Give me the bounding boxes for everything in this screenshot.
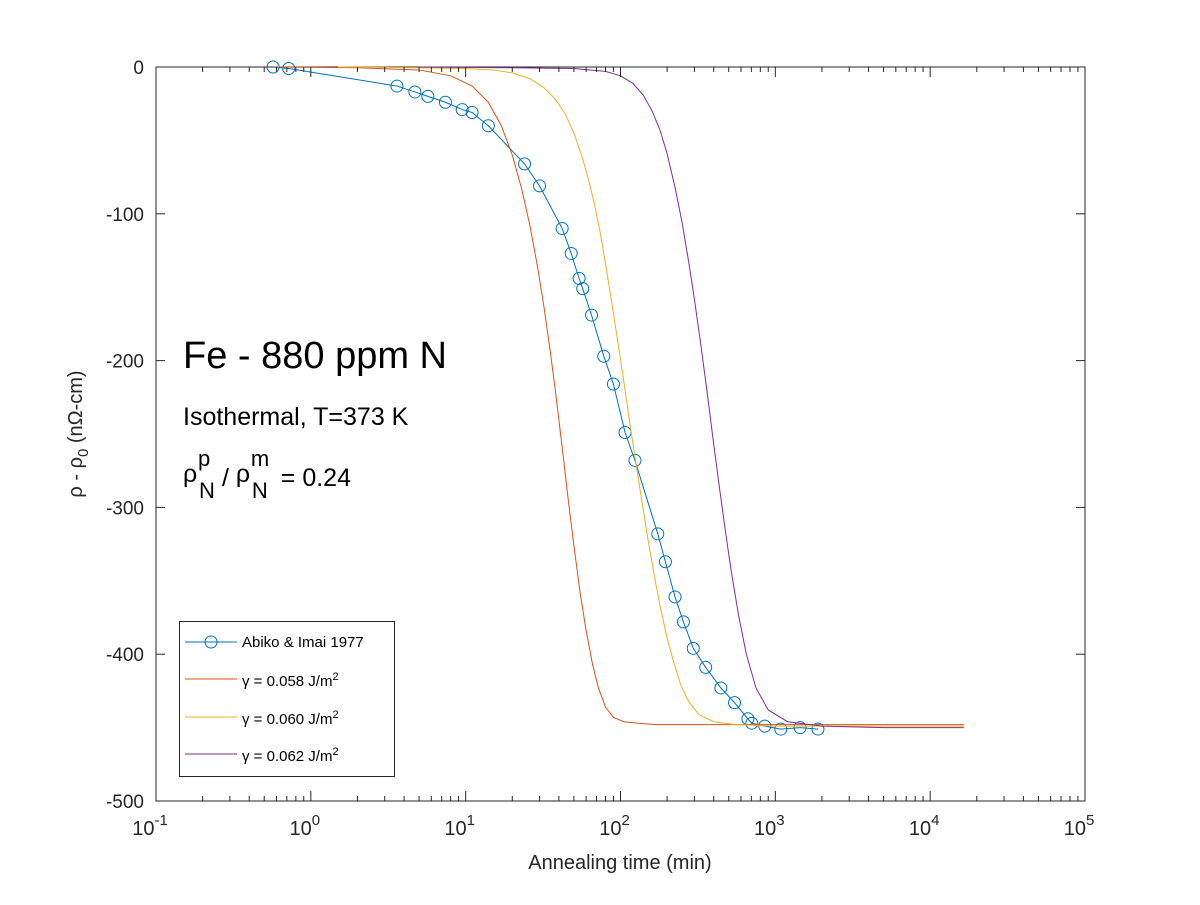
y-tick-label: -400: [106, 645, 144, 666]
legend-item-abiko: Abiko & Imai 1977: [180, 624, 394, 660]
y-tick-label: -500: [106, 792, 144, 813]
ratio-numerator-sup: p: [198, 446, 211, 471]
x-tick-label: 105: [1064, 812, 1095, 840]
y-axis-label-sub: 0: [75, 449, 92, 457]
x-tick-exponent: 2: [621, 812, 629, 829]
data-point: [793, 721, 807, 735]
y-tick-label: 0: [133, 58, 144, 79]
legend-item-gamma-058: γ = 0.058 J/m2: [180, 661, 394, 697]
legend-text-gamma-058: γ = 0.058 J/m: [242, 673, 333, 690]
data-point: [597, 349, 611, 363]
data-point: [465, 106, 479, 120]
data-point: [455, 103, 469, 117]
x-tick-label: 103: [754, 812, 785, 840]
data-point: [686, 641, 700, 655]
data-point: [774, 722, 788, 736]
series-3: [419, 66, 964, 729]
x-tick-label: 104: [909, 812, 940, 840]
data-point: [481, 119, 495, 133]
data-point: [408, 85, 422, 99]
data-point: [668, 590, 682, 604]
x-tick-exponent: 4: [931, 812, 939, 829]
ratio-denominator-sub: N: [251, 478, 268, 503]
legend-item-gamma-060: γ = 0.060 J/m2: [180, 699, 394, 735]
series-layer: [266, 60, 964, 736]
legend-sup-gamma-062: 2: [332, 746, 339, 758]
legend-label-abiko: Abiko & Imai 1977: [242, 634, 364, 651]
legend: Abiko & Imai 1977 γ = 0.058 J/m2 γ = 0.0…: [179, 621, 395, 777]
data-point: [606, 377, 620, 391]
x-tick-exponent: -1: [154, 812, 167, 829]
x-tick-label: 100: [290, 812, 321, 840]
x-axis-label: Annealing time (min): [528, 852, 711, 874]
data-point: [658, 555, 672, 569]
legend-sup-gamma-060: 2: [332, 709, 339, 721]
data-point: [728, 696, 742, 710]
x-tick-label: 10-1: [132, 812, 168, 840]
legend-label-gamma-062: γ = 0.062 J/m2: [242, 746, 339, 765]
data-point: [585, 308, 599, 322]
legend-swatch-abiko: [185, 635, 237, 649]
data-point: [518, 157, 532, 171]
data-point: [438, 95, 452, 109]
x-tick-exponent: 1: [467, 812, 475, 829]
data-point: [282, 61, 296, 75]
ratio-denominator-symbol: ρ: [235, 460, 251, 488]
data-point: [533, 179, 547, 193]
y-tick-label: -200: [106, 352, 144, 373]
data-point: [676, 615, 690, 629]
ratio-value: = 0.24: [273, 464, 351, 492]
x-tick-exponent: 3: [776, 812, 784, 829]
data-point: [745, 716, 759, 730]
series-line-1: [276, 66, 964, 726]
y-axis-label-unit: (nΩ-cm): [65, 370, 87, 448]
x-tick-exponent: 0: [312, 812, 320, 829]
data-point: [390, 79, 404, 93]
legend-item-gamma-062: γ = 0.062 J/m2: [180, 736, 394, 772]
legend-swatch-gamma-060: [185, 716, 237, 718]
data-point: [421, 89, 435, 103]
legend-swatch-gamma-062: [185, 753, 237, 755]
y-tick-label: -100: [106, 205, 144, 226]
ratio-numerator-sub: N: [199, 478, 215, 503]
legend-label-gamma-058: γ = 0.058 J/m2: [242, 671, 339, 690]
legend-text-gamma-062: γ = 0.062 J/m: [242, 748, 333, 765]
ratio-numerator-symbol: ρ: [183, 460, 198, 488]
data-point: [699, 660, 713, 674]
series-2: [338, 66, 964, 727]
data-point: [576, 282, 590, 296]
legend-sup-gamma-058: 2: [332, 671, 339, 683]
data-point: [555, 221, 569, 235]
legend-swatch-gamma-058: [185, 678, 237, 680]
y-tick-label: -300: [106, 498, 144, 519]
data-point: [714, 681, 728, 695]
annotation-title: Fe - 880 ppm N: [183, 335, 447, 377]
y-axis-label-main: ρ - ρ: [65, 457, 87, 498]
x-tick-label: 102: [599, 812, 630, 840]
x-tick-label: 101: [444, 812, 475, 840]
series-line-3: [419, 66, 964, 729]
legend-label-gamma-060: γ = 0.060 J/m2: [242, 709, 339, 728]
series-line-0: [272, 66, 819, 730]
y-axis-label: ρ - ρ0 (nΩ-cm): [65, 370, 92, 497]
data-point: [811, 722, 825, 736]
series-line-2: [338, 66, 964, 727]
series-0: [266, 60, 825, 736]
series-1: [276, 66, 964, 726]
x-tick-exponent: 5: [1086, 812, 1094, 829]
legend-text-gamma-060: γ = 0.060 J/m: [242, 711, 333, 728]
data-point: [564, 246, 578, 260]
annotation-subtitle: Isothermal, T=373 K: [183, 403, 409, 431]
ratio-denominator-sup: m: [250, 446, 270, 471]
ratio-separator: /: [215, 464, 236, 492]
legend-text-abiko: Abiko & Imai 1977: [242, 634, 364, 651]
data-point: [651, 527, 665, 541]
